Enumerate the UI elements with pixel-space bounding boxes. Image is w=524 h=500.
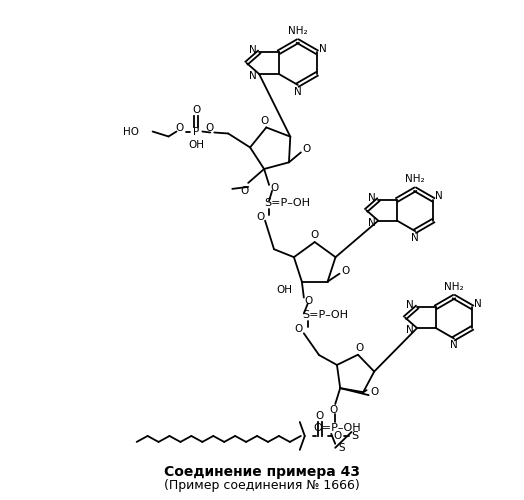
Text: O: O bbox=[333, 431, 342, 441]
Text: N: N bbox=[435, 192, 443, 202]
Text: S=P–OH: S=P–OH bbox=[264, 198, 310, 208]
Text: O: O bbox=[192, 104, 201, 115]
Text: O: O bbox=[256, 212, 264, 222]
Text: OH: OH bbox=[189, 140, 204, 150]
Text: O: O bbox=[329, 405, 337, 415]
Text: N: N bbox=[407, 325, 414, 335]
Text: O: O bbox=[270, 183, 278, 193]
Text: N: N bbox=[474, 298, 482, 308]
Text: O: O bbox=[304, 296, 313, 306]
Text: N: N bbox=[368, 218, 375, 228]
Text: O: O bbox=[260, 116, 269, 126]
Text: S: S bbox=[338, 443, 344, 453]
Text: N: N bbox=[411, 233, 419, 243]
Text: N: N bbox=[319, 44, 326, 54]
Text: O: O bbox=[341, 266, 350, 276]
Text: Соединение примера 43: Соединение примера 43 bbox=[164, 465, 360, 479]
Text: N: N bbox=[248, 45, 256, 55]
Text: S=P–OH: S=P–OH bbox=[303, 310, 349, 320]
Text: O: O bbox=[176, 122, 183, 132]
Text: N: N bbox=[407, 300, 414, 310]
Text: (Пример соединения № 1666): (Пример соединения № 1666) bbox=[164, 479, 360, 492]
Text: P: P bbox=[193, 126, 200, 136]
Text: S: S bbox=[351, 431, 358, 441]
Text: O=P–OH: O=P–OH bbox=[313, 423, 361, 433]
Text: O: O bbox=[205, 122, 213, 132]
Text: O: O bbox=[303, 144, 311, 154]
Text: N: N bbox=[450, 340, 458, 350]
Text: NH₂: NH₂ bbox=[444, 282, 464, 292]
Text: O: O bbox=[355, 343, 363, 353]
Text: O: O bbox=[370, 387, 379, 397]
Text: O: O bbox=[315, 411, 324, 421]
Text: O: O bbox=[240, 186, 248, 196]
Text: NH₂: NH₂ bbox=[406, 174, 425, 184]
Text: HO: HO bbox=[123, 126, 139, 136]
Text: NH₂: NH₂ bbox=[288, 26, 308, 36]
Text: OH: OH bbox=[276, 284, 292, 294]
Text: O: O bbox=[311, 230, 319, 240]
Text: N: N bbox=[248, 71, 256, 81]
Text: N: N bbox=[368, 193, 375, 203]
Text: N: N bbox=[294, 87, 302, 97]
Text: O: O bbox=[294, 324, 303, 334]
